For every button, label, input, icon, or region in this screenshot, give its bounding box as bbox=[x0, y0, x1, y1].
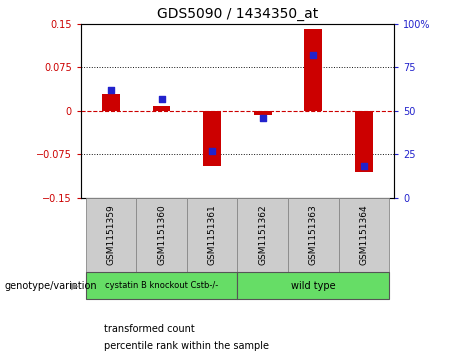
Point bbox=[208, 148, 216, 154]
Text: genotype/variation: genotype/variation bbox=[5, 281, 97, 291]
Bar bbox=[86, 272, 237, 299]
Bar bbox=[136, 198, 187, 272]
Bar bbox=[338, 198, 389, 272]
Text: cystatin B knockout Cstb-/-: cystatin B knockout Cstb-/- bbox=[105, 281, 218, 290]
Point bbox=[158, 95, 165, 101]
Bar bbox=[187, 198, 237, 272]
Text: GSM1151364: GSM1151364 bbox=[359, 205, 368, 265]
Text: GSM1151363: GSM1151363 bbox=[309, 205, 318, 265]
Text: GSM1151360: GSM1151360 bbox=[157, 205, 166, 265]
Text: transformed count: transformed count bbox=[104, 323, 195, 334]
Bar bbox=[153, 106, 171, 111]
Text: ▶: ▶ bbox=[71, 281, 79, 291]
Bar bbox=[203, 111, 221, 166]
Point bbox=[259, 115, 266, 121]
Point bbox=[360, 164, 367, 170]
Text: GSM1151362: GSM1151362 bbox=[258, 205, 267, 265]
Bar bbox=[237, 272, 389, 299]
Text: percentile rank within the sample: percentile rank within the sample bbox=[104, 340, 269, 351]
Bar bbox=[86, 198, 136, 272]
Title: GDS5090 / 1434350_at: GDS5090 / 1434350_at bbox=[157, 7, 318, 21]
Bar bbox=[355, 111, 372, 172]
Bar bbox=[304, 29, 322, 111]
Point bbox=[310, 52, 317, 58]
Point bbox=[107, 87, 115, 93]
Text: wild type: wild type bbox=[291, 281, 336, 291]
Text: GSM1151359: GSM1151359 bbox=[106, 205, 116, 265]
Bar bbox=[237, 198, 288, 272]
Bar bbox=[102, 94, 120, 111]
Text: GSM1151361: GSM1151361 bbox=[207, 205, 217, 265]
Bar bbox=[254, 111, 272, 115]
Bar bbox=[288, 198, 338, 272]
